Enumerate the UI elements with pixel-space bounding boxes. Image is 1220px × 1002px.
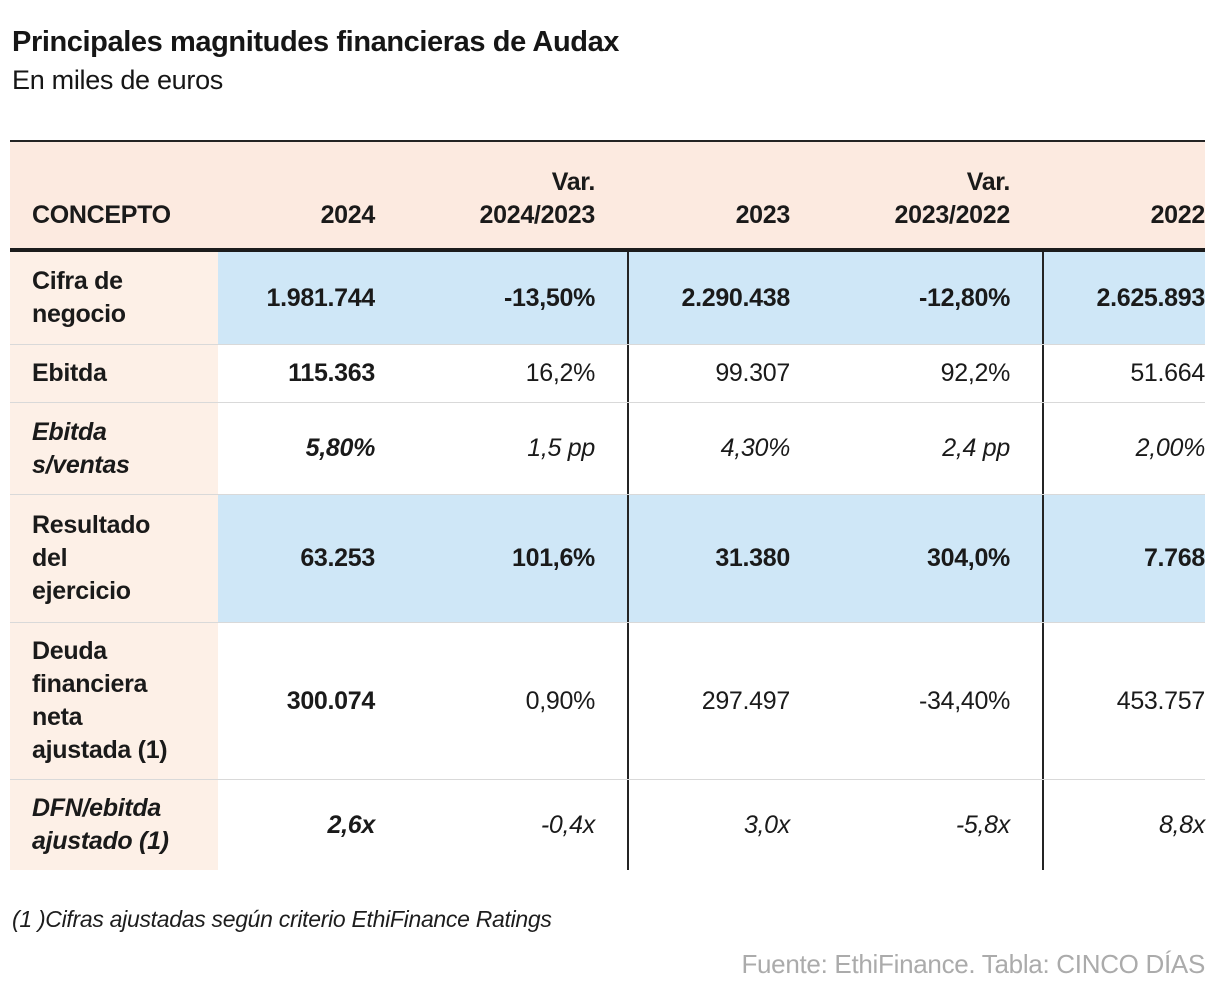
header-cell-2022: 2022 <box>1042 142 1206 248</box>
table-row-ebitda-s-ventas: Ebitda s/ventas 5,80% 1,5 pp 4,30% 2,4 p… <box>10 402 1205 494</box>
header-cell-var-2024-2023: Var. 2024/2023 <box>375 142 627 248</box>
cell-2022: 2,00% <box>1042 403 1205 494</box>
header-cell-var-2023-2022: Var. 2023/2022 <box>790 142 1042 248</box>
cell-2024: 63.253 <box>218 495 375 622</box>
table-body: Cifra de negocio 1.981.744 -13,50% 2.290… <box>10 252 1205 870</box>
cell-2023: 2.290.438 <box>627 252 790 344</box>
cell-2024: 115.363 <box>288 359 375 387</box>
table-row-resultado-del-ejercicio: Resultado del ejercicio 63.253 101,6% 31… <box>10 494 1205 622</box>
cell-var-2024-2023: -13,50% <box>375 252 627 344</box>
row-label: Ebitda s/ventas <box>10 403 218 494</box>
cell-2024: 2,6x <box>327 810 376 839</box>
cell-var-2024-2023: 101,6% <box>375 495 627 622</box>
header-label-line1: Var. <box>551 167 596 196</box>
cell-2022: 8,8x <box>1042 780 1205 870</box>
table-row-ebitda: Ebitda 115.363 16,2% 99.307 92,2% 51.664 <box>10 344 1205 402</box>
header-cell-concepto: CONCEPTO <box>10 142 218 248</box>
row-label: Cifra de negocio <box>10 252 218 344</box>
cell-var-2024-2023: 0,90% <box>525 686 596 715</box>
cell-var-2024-2023: 1,5 pp <box>527 434 595 462</box>
cell-var-2024-2023: -0,4x <box>540 810 595 839</box>
table-row-deuda-financiera-neta-ajustada: Deuda financiera neta ajustada (1) 300.0… <box>10 622 1205 779</box>
header-cell-2024: 2024 <box>218 142 376 248</box>
row-label: DFN/ebitda ajustado (1) <box>10 780 218 870</box>
cell-2023: 4,30% <box>627 403 790 494</box>
cell-var-2023-2022: 304,0% <box>790 495 1042 622</box>
source-credit: Fuente: EthiFinance. Tabla: CINCO DÍAS <box>741 949 1205 979</box>
cell-2023: 31.380 <box>627 495 790 622</box>
table-row-dfn-ebitda-ajustado: DFN/ebitda ajustado (1) 2,6x -0,4x 3,0x … <box>10 779 1205 870</box>
cell-var-2023-2022: -34,40% <box>918 686 1010 715</box>
header-label: 2022 <box>1150 201 1206 230</box>
cell-2023: 99.307 <box>627 345 790 402</box>
row-label: Deuda financiera neta ajustada (1) <box>10 623 218 779</box>
page: Principales magnitudes financieras de Au… <box>10 26 1205 979</box>
cell-2024: 1.981.744 <box>218 252 375 344</box>
header-label: 2023 <box>735 201 791 230</box>
header-cell-2023: 2023 <box>627 142 791 248</box>
cell-2022: 51.664 <box>1042 345 1205 402</box>
table-row-cifra-de-negocio: Cifra de negocio 1.981.744 -13,50% 2.290… <box>10 252 1205 344</box>
page-subtitle: En miles de euros <box>12 65 224 95</box>
cell-var-2023-2022: 2,4 pp <box>942 434 1010 462</box>
header-label: 2024 <box>320 201 376 230</box>
cell-var-2024-2023: 16,2% <box>525 359 596 387</box>
cell-2022: 7.768 <box>1042 495 1205 622</box>
cell-2024: 5,80% <box>305 434 376 462</box>
header-label-line1: Var. <box>966 167 1011 196</box>
cell-var-2023-2022: 92,2% <box>940 359 1011 387</box>
page-title: Principales magnitudes financieras de Au… <box>12 26 620 58</box>
row-label: Resultado del ejercicio <box>10 495 218 622</box>
cell-2023: 3,0x <box>627 780 790 870</box>
row-label: Ebitda <box>10 345 218 402</box>
financial-table: CONCEPTO 2024 Var. 2024/2023 2023 Var. 2… <box>10 140 1205 870</box>
cell-2024: 300.074 <box>286 686 376 715</box>
cell-2023: 297.497 <box>627 623 790 779</box>
cell-2022: 2.625.893 <box>1042 252 1205 344</box>
table-header-row: CONCEPTO 2024 Var. 2024/2023 2023 Var. 2… <box>10 140 1205 252</box>
header-label-line2: 2024/2023 <box>479 201 596 230</box>
cell-2022: 453.757 <box>1042 623 1205 779</box>
cell-var-2023-2022: -12,80% <box>790 252 1042 344</box>
header-label: CONCEPTO <box>32 201 171 230</box>
footnote: (1 )Cifras ajustadas según criterio Ethi… <box>12 906 552 932</box>
header-label-line2: 2023/2022 <box>894 201 1011 230</box>
cell-var-2023-2022: -5,8x <box>955 810 1010 839</box>
